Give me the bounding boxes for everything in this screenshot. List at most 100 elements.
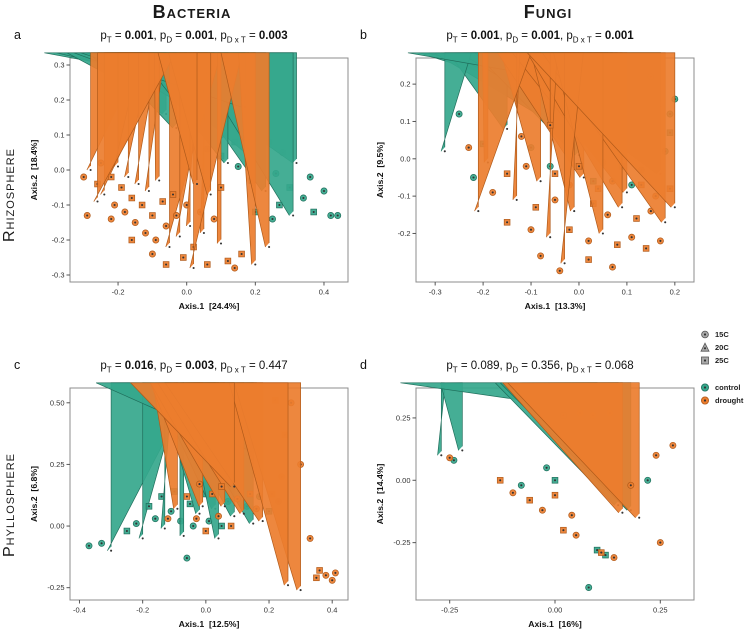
data-point xyxy=(83,212,91,219)
data-point xyxy=(656,237,664,245)
data-point xyxy=(551,477,559,484)
legend-label: control xyxy=(715,383,741,392)
svg-text:0.00: 0.00 xyxy=(396,476,411,485)
panel-letter-d: d xyxy=(360,358,367,372)
data-point xyxy=(172,212,180,219)
data-point xyxy=(118,184,125,191)
data-point xyxy=(210,215,218,223)
svg-text:0.50: 0.50 xyxy=(50,398,65,407)
data-point xyxy=(320,187,328,195)
row-header-rhizosphere: Rhizosphere xyxy=(1,147,18,243)
data-point xyxy=(543,464,551,472)
scatter-plot-b: -0.3 -0.2 -0.1 0.0 0.1 0.2 Axis.1 [13.3%] -0.2-… xyxy=(372,52,708,319)
data-point xyxy=(276,201,283,209)
data-point xyxy=(162,222,170,230)
data-point xyxy=(474,52,532,213)
data-point xyxy=(152,236,160,244)
data-point xyxy=(572,531,580,539)
legend-item-25c: 25C xyxy=(698,354,754,367)
data-point xyxy=(128,236,136,244)
data-point xyxy=(656,539,664,547)
data-point xyxy=(98,539,106,547)
scatter-plot-c: -0.4 -0.2 0.0 0.2 0.4 Axis.1 [12.5%] -0.25 0.00… xyxy=(26,382,362,637)
data-point xyxy=(231,264,239,272)
legend-item-15c: 15C xyxy=(698,328,754,341)
data-point xyxy=(610,554,618,562)
x-axis: -0.2 0.0 0.2 0.4 Axis.1 [24.4%] xyxy=(112,282,329,311)
svg-text:0.1: 0.1 xyxy=(400,117,410,126)
data-point xyxy=(183,554,191,562)
data-point xyxy=(183,493,191,500)
data-point xyxy=(148,250,156,258)
svg-text:-0.1: -0.1 xyxy=(398,192,411,201)
data-point xyxy=(145,503,153,510)
pvalue-text-d: pT = 0.089, pD = 0.356, pD x T = 0.068 xyxy=(446,360,634,375)
plot-svg: -0.2 0.0 0.2 0.4 Axis.1 [24.4%] -0.3 -0.2 -0.1 0… xyxy=(29,52,349,311)
y-axis-title: Axis.2 [14.4%] xyxy=(375,463,385,524)
x-axis-title: Axis.1 [13.3%] xyxy=(525,301,586,311)
data-point xyxy=(93,52,177,203)
data-point xyxy=(538,506,546,514)
svg-text:0.1: 0.1 xyxy=(54,131,64,140)
data-point xyxy=(489,188,497,196)
data-point xyxy=(506,382,641,519)
y-axis-title: Axis.2 [6.8%] xyxy=(29,466,39,522)
svg-text:-0.1: -0.1 xyxy=(52,201,65,210)
svg-text:-0.2: -0.2 xyxy=(52,236,65,245)
svg-text:0.25: 0.25 xyxy=(50,460,65,469)
data-point xyxy=(220,52,271,249)
svg-text:0.1: 0.1 xyxy=(622,288,632,297)
data-point xyxy=(180,254,187,261)
data-point xyxy=(107,173,115,181)
points-layer xyxy=(85,382,339,592)
pvalue-text-b: pT = 0.001, pD = 0.001, pD x T = 0.001 xyxy=(446,30,634,45)
data-point xyxy=(322,571,330,579)
data-point xyxy=(157,52,199,186)
data-point xyxy=(151,515,159,523)
data-point xyxy=(123,527,131,535)
data-point xyxy=(551,170,559,177)
data-point xyxy=(328,576,336,584)
row-header-phyllosphere: Phyllosphere xyxy=(1,453,18,557)
legend-item-control: control xyxy=(698,381,754,394)
points-layer xyxy=(407,52,679,275)
data-point xyxy=(85,542,93,550)
plot-svg: -0.25 0.00 0.25 Axis.1 [16%] -0.25 0.00 0.25 Ax… xyxy=(375,382,695,629)
data-point xyxy=(496,477,504,484)
data-point xyxy=(532,204,540,211)
svg-text:0.0: 0.0 xyxy=(574,288,584,297)
scatter-plot-d: -0.25 0.00 0.25 Axis.1 [16%] -0.25 0.00 0.25 Ax… xyxy=(372,382,708,637)
data-point xyxy=(306,173,314,181)
svg-text:0.0: 0.0 xyxy=(400,154,410,163)
data-point xyxy=(327,212,335,219)
data-point xyxy=(217,184,225,191)
x-axis: -0.4 -0.2 0.0 0.2 0.4 Axis.1 [12.5%] xyxy=(73,600,337,629)
svg-text:0.4: 0.4 xyxy=(319,288,329,297)
drought-color-icon xyxy=(701,396,709,405)
svg-text:0.2: 0.2 xyxy=(250,288,260,297)
y-axis: -0.3 -0.2 -0.1 0.0 0.1 0.2 0.3 Axis.2 [18.4%] xyxy=(29,61,70,280)
data-point xyxy=(455,110,463,118)
panel-letter-a: a xyxy=(14,28,21,42)
x-axis: -0.3 -0.2 -0.1 0.0 0.1 0.2 Axis.1 [13.3%] xyxy=(429,282,680,311)
panel-b: b pT = 0.001, pD = 0.001, pD x T = 0.001… xyxy=(360,28,708,319)
data-point xyxy=(218,483,225,490)
data-point xyxy=(604,211,612,219)
data-point xyxy=(644,476,652,484)
data-point xyxy=(227,522,235,530)
data-point xyxy=(560,526,567,534)
data-point xyxy=(503,219,511,226)
scatter-plot-a: -0.2 0.0 0.2 0.4 Axis.1 [24.4%] -0.3 -0.2 -0.1 0… xyxy=(26,52,362,319)
y-axis: -0.25 0.00 0.25 Axis.2 [14.4%] xyxy=(375,413,416,547)
panel-a: a pT = 0.001, pD = 0.001, pD x T = 0.003… xyxy=(14,28,362,319)
data-point xyxy=(269,215,276,223)
data-point xyxy=(470,174,477,181)
data-point xyxy=(527,226,535,234)
data-point xyxy=(609,263,616,271)
svg-text:-0.2: -0.2 xyxy=(136,606,149,615)
svg-text:0.4: 0.4 xyxy=(327,606,337,615)
x-axis-title: Axis.1 [24.4%] xyxy=(179,301,240,311)
data-point xyxy=(204,261,211,268)
svg-text:-0.4: -0.4 xyxy=(73,606,86,615)
